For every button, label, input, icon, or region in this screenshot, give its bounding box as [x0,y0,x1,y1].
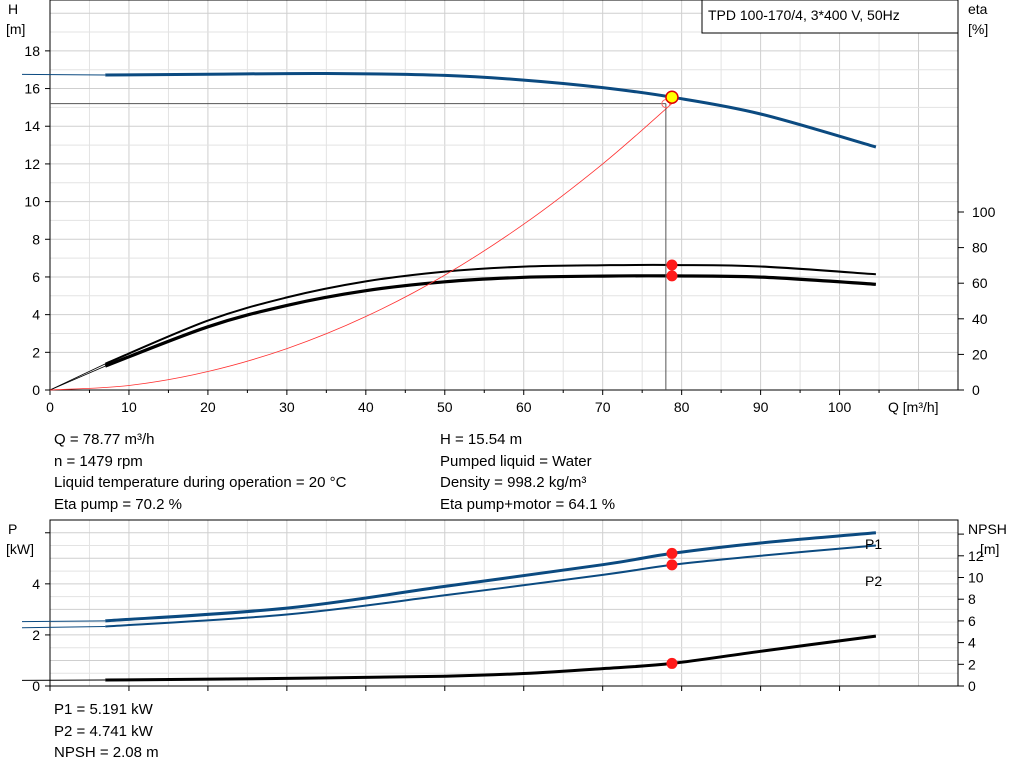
p1-curve [105,531,877,623]
info-block-bottom: P1 = 5.191 kW P2 = 4.741 kW NPSH = 2.08 … [54,699,159,764]
y-left-tick-label: 12 [24,156,40,172]
p2-curve [105,544,876,628]
duty-point-eta-pump-motor [666,270,678,282]
y-right-axis-label: NPSH [968,521,1007,537]
p2-series-label: P2 [865,573,882,589]
p1-series-label: P1 [865,536,882,552]
y-right-axis-label: eta [968,1,988,17]
x-tick-label: 80 [674,399,690,415]
info-npsh: NPSH = 2.08 m [54,744,159,761]
y-left-tick-label: 0 [32,382,40,398]
x-tick-label: 100 [828,399,852,415]
duty-point-head [665,90,679,104]
title-box [701,0,959,34]
eta-pump-curve [104,263,876,365]
y-left-tick-label: 4 [32,576,40,592]
info-liquid-temperature: Liquid temperature during operation = 20… [54,474,347,491]
x-tick-label: 30 [279,399,295,415]
p1-curve-extension [21,620,106,623]
x-tick-label: 70 [595,399,611,415]
y-left-tick-label: 10 [24,194,40,210]
y-left-tick-label: 6 [32,269,40,285]
plot-frame-top [49,0,959,391]
y-right-tick-label: 20 [972,346,988,362]
eta-pump-motor-extension [49,365,106,391]
head-curve [105,71,877,149]
y-right-tick-label: 100 [972,204,996,220]
y-right-axis-unit: [%] [968,21,988,37]
y-left-tick-label: 4 [32,307,40,323]
y-left-tick-label: 16 [24,81,40,97]
y-left-tick-label: 8 [32,231,40,247]
y-right-tick-label: 12 [968,548,984,564]
x-tick-label: 40 [358,399,374,415]
y-left-axis-unit: [kW] [6,541,34,557]
y-left-tick-label: 14 [24,118,40,134]
y-left-axis-label: P [8,521,17,537]
info-block-left: Q = 78.77 m³/h n = 1479 rpm Liquid tempe… [54,429,346,515]
info-pumped-liquid: Pumped liquid = Water [440,452,592,470]
y-right-tick-label: 0 [968,678,976,694]
y-left-axis-unit: [m] [6,21,25,37]
duty-point-p1 [666,547,678,559]
x-tick-label: 90 [753,399,769,415]
plot-frame-bottom [49,519,959,687]
info-speed: n = 1479 rpm [54,452,143,470]
duty-point-p2 [666,559,678,571]
y-left-tick-label: 2 [32,627,40,643]
chart-title: TPD 100-170/4, 3*400 V, 50Hz [708,7,900,23]
y-right-axis-unit: [m] [980,541,999,557]
head-curve-extension [21,73,106,76]
y-right-tick-label: 60 [972,275,988,291]
x-tick-label: 20 [200,399,216,415]
y-right-tick-label: 8 [968,591,976,607]
y-right-tick-label: 40 [972,311,988,327]
x-tick-label: 0 [46,399,54,415]
y-right-tick-label: 80 [972,240,988,256]
y-left-axis-label: H [8,1,18,17]
x-tick-label: 10 [121,399,137,415]
npsh-curve [105,634,877,682]
info-head: H = 15.54 m [440,431,523,448]
y-right-tick-label: 2 [968,656,976,672]
x-axis-label: Q [m³/h] [888,399,939,415]
y-left-tick-label: 0 [32,678,40,694]
y-right-tick-label: 10 [968,570,984,586]
duty-point-eta-pump [666,259,678,271]
y-right-tick-label: 6 [968,613,976,629]
info-flow: Q = 78.77 m³/h [54,431,155,448]
p2-curve-extension [21,625,106,629]
y-right-tick-label: 4 [968,635,976,651]
info-p1: P1 = 5.191 kW [54,701,153,718]
x-tick-label: 60 [516,399,532,415]
y-left-tick-label: 2 [32,344,40,360]
info-eta-pump-motor: Eta pump+motor = 64.1 % [440,495,616,513]
system-curve [49,103,673,391]
eta-pump-motor-curve [104,274,876,368]
info-eta-pump: Eta pump = 70.2 % [54,495,182,513]
info-p2: P2 = 4.741 kW [54,722,153,740]
y-left-tick-label: 18 [24,43,40,59]
x-tick-label: 50 [437,399,453,415]
y-right-tick-label: 0 [972,382,980,398]
info-density: Density = 998.2 kg/m³ [440,474,587,491]
duty-point-npsh [666,657,678,669]
info-block-right: H = 15.54 m Pumped liquid = Water Densit… [440,429,615,515]
